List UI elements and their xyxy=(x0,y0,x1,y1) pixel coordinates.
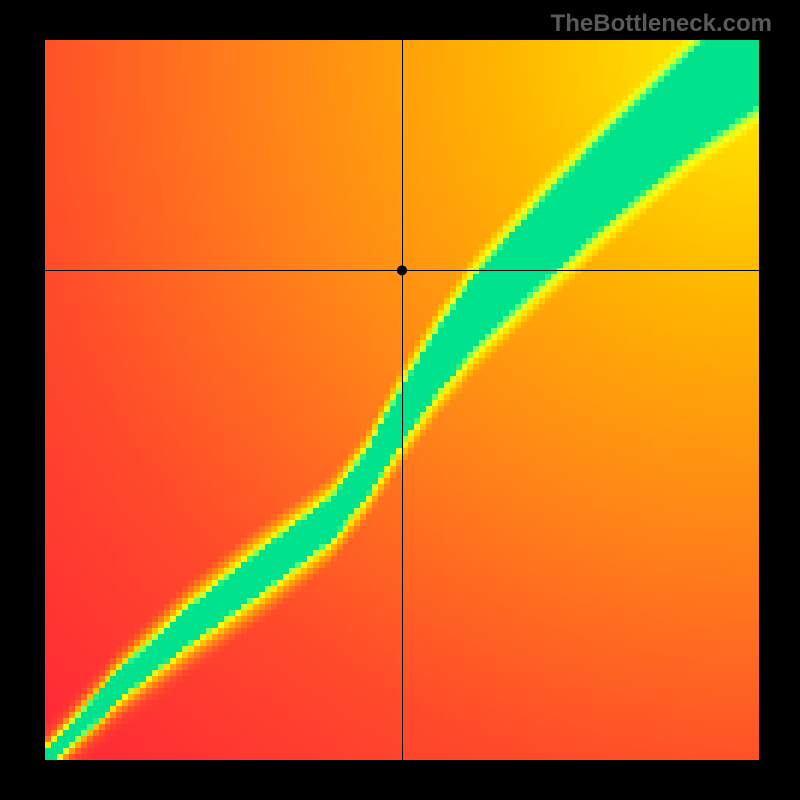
bottleneck-heatmap xyxy=(45,40,759,760)
watermark-text: TheBottleneck.com xyxy=(551,10,772,38)
